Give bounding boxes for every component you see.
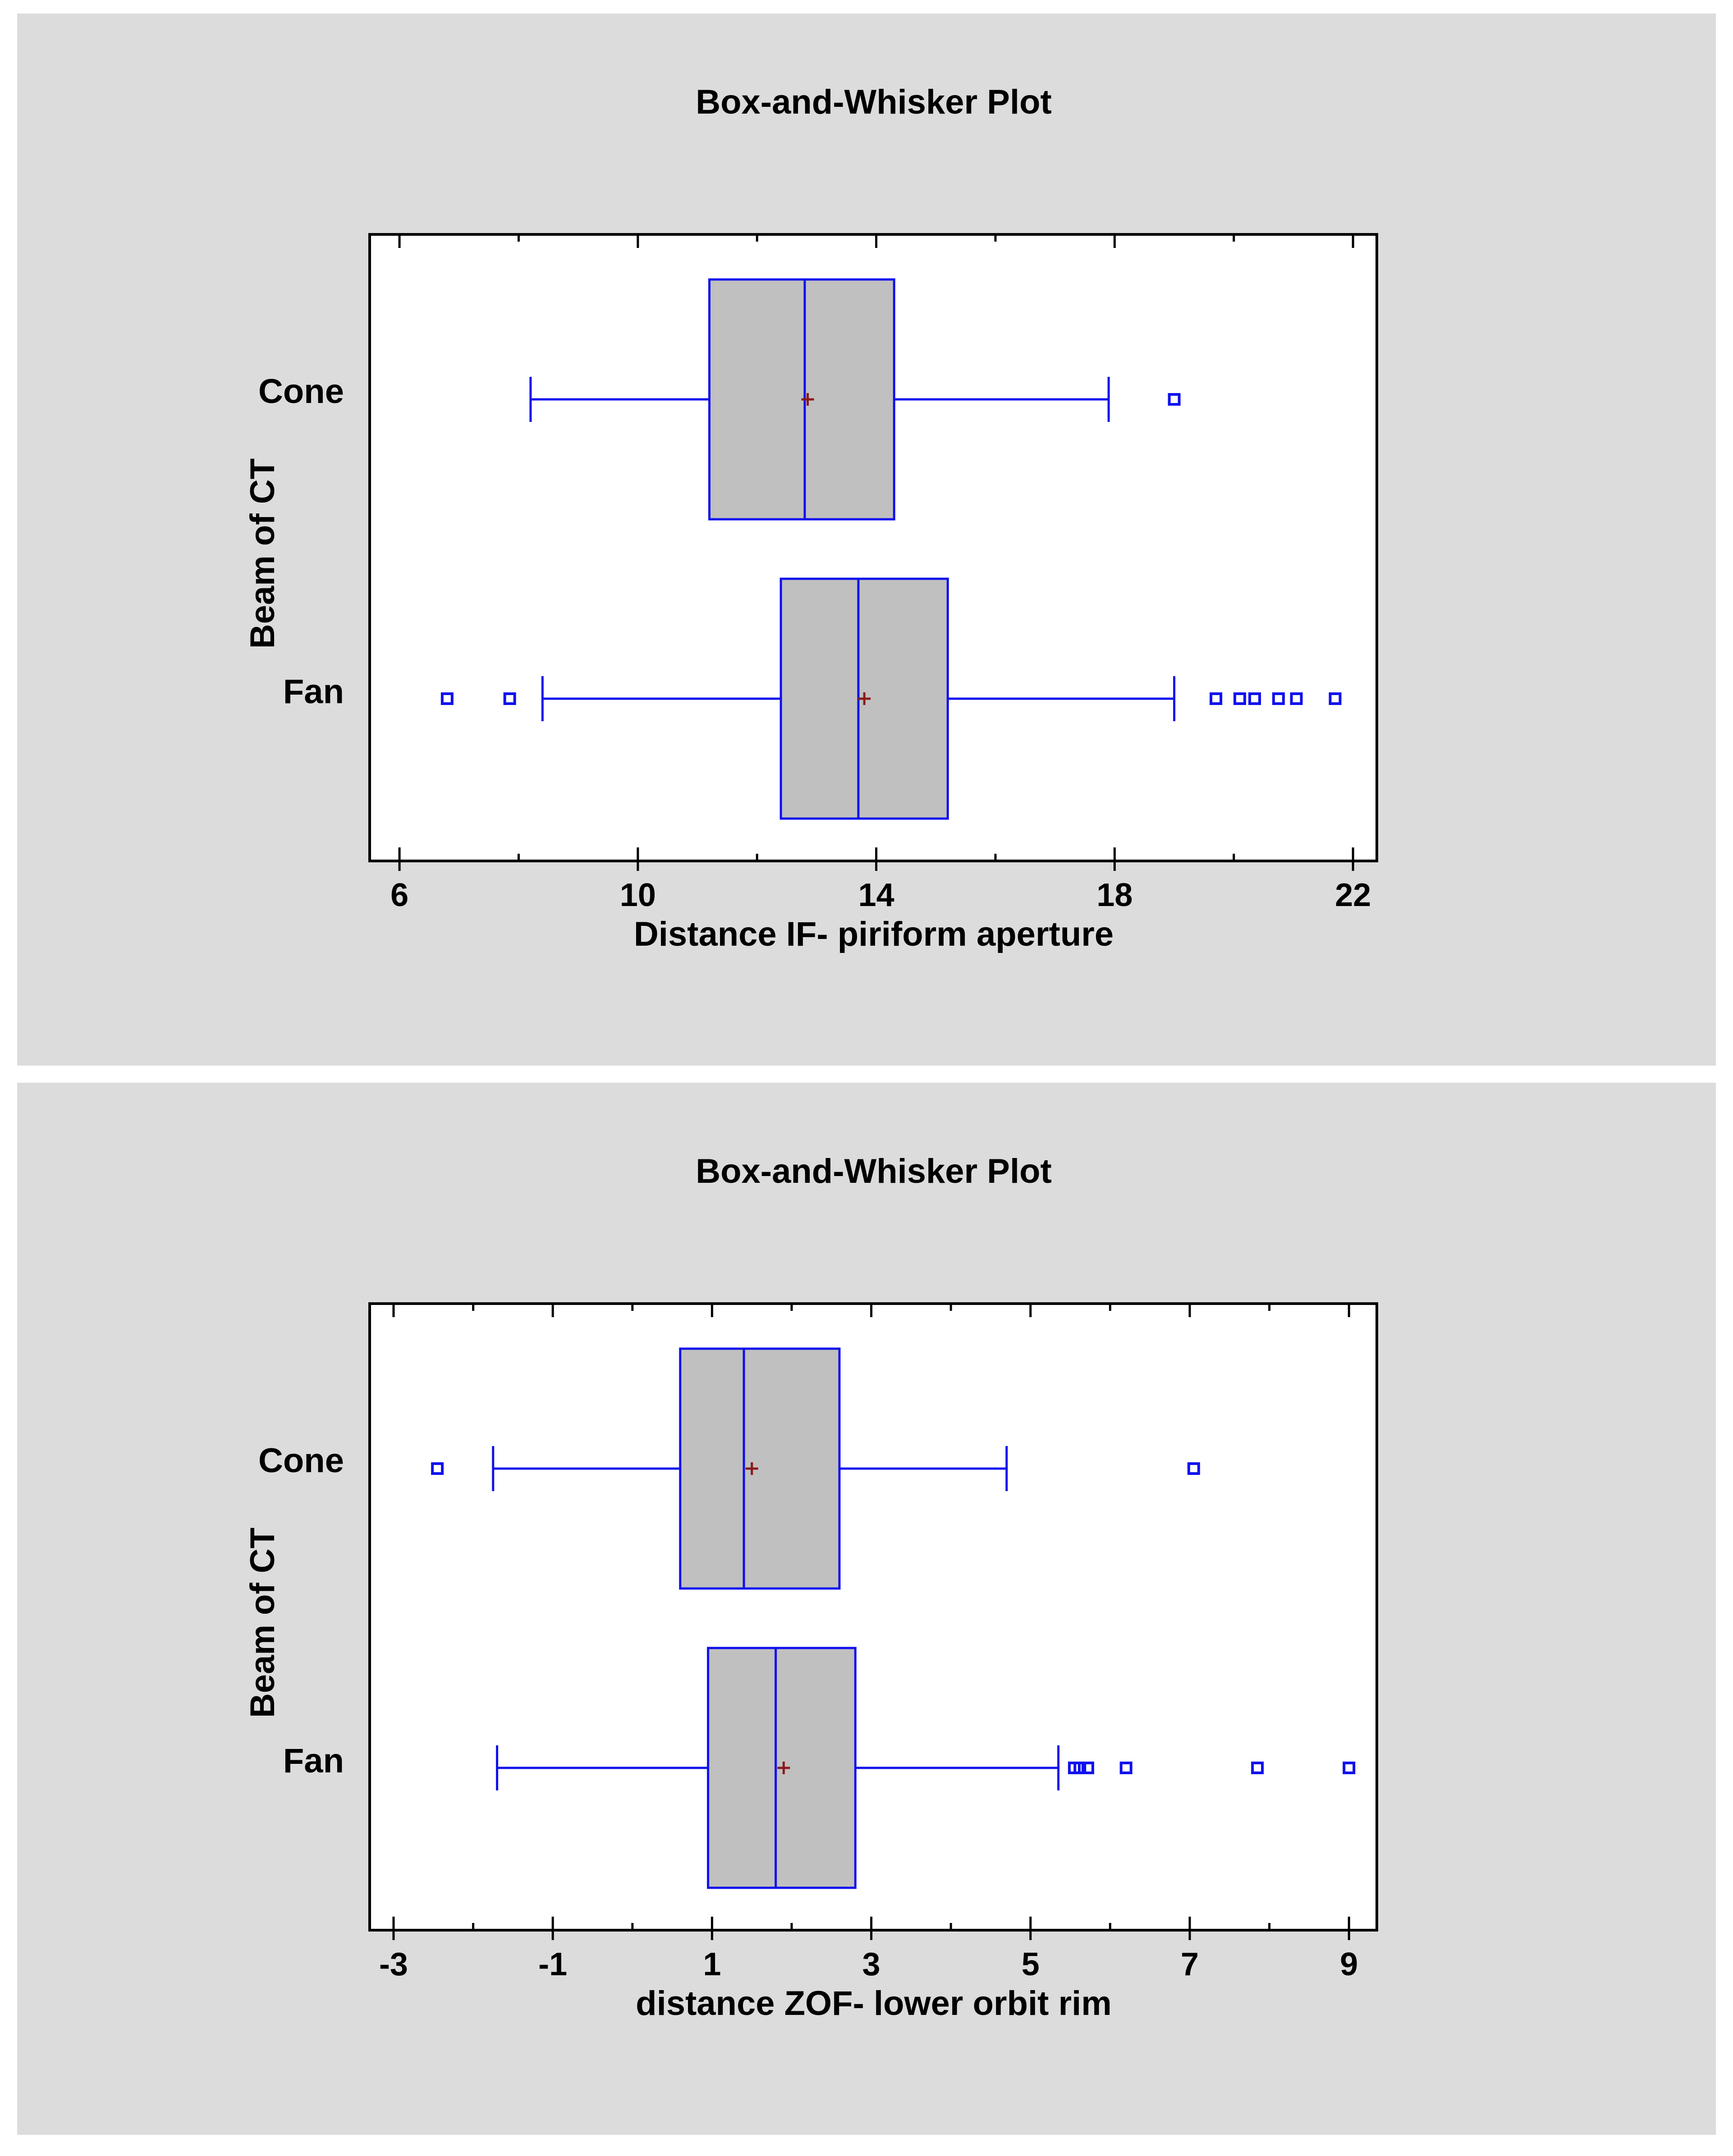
outlier-point (1081, 1762, 1094, 1774)
outlier-point (1168, 393, 1181, 406)
x-tick-label: 9 (1340, 1946, 1358, 1982)
outlier-point (1187, 1462, 1200, 1475)
outlier-point (1251, 1762, 1264, 1774)
category-label-cone: Cone (258, 372, 344, 411)
x-tick-label: 6 (390, 877, 408, 913)
chart-panel-1: Box-and-Whisker Plot Distance IF- pirifo… (17, 14, 1716, 1066)
chart-panel-2: Box-and-Whisker Plot distance ZOF- lower… (17, 1083, 1716, 2135)
category-label-fan: Fan (283, 1742, 344, 1780)
outlier-point (1248, 692, 1261, 705)
x-tick-label: 7 (1181, 1946, 1199, 1982)
x-tick-label: 18 (1096, 877, 1132, 913)
x-axis-label: distance ZOF- lower orbit rim (636, 1984, 1112, 2023)
outlier-point (1343, 1762, 1356, 1774)
chart-title: Box-and-Whisker Plot (696, 1152, 1052, 1190)
category-label-cone: Cone (258, 1442, 344, 1480)
x-tick-label: 10 (620, 877, 656, 913)
x-tick-label: 22 (1335, 877, 1371, 913)
outlier-point (503, 692, 516, 705)
outlier-point (1119, 1762, 1132, 1774)
plot-frame (368, 1302, 1378, 1932)
category-label-fan: Fan (283, 673, 344, 711)
outlier-point (1073, 1762, 1087, 1774)
outlier-point (1272, 692, 1285, 705)
chart-1: Box-and-Whisker Plot Distance IF- pirifo… (243, 83, 1378, 953)
x-tick-label: -3 (379, 1946, 408, 1982)
chart-title: Box-and-Whisker Plot (696, 83, 1052, 121)
iqr-box (779, 577, 949, 820)
x-axis-label: Distance IF- piriform aperture (634, 915, 1114, 953)
x-tick-label: 14 (858, 877, 894, 913)
y-axis-label: Beam of CT (243, 458, 282, 649)
outlier-point (1210, 692, 1223, 705)
outlier-point (440, 692, 454, 705)
plot-frame (368, 233, 1378, 862)
outlier-point (1233, 692, 1246, 705)
y-axis-label: Beam of CT (243, 1528, 282, 1718)
plot-area (370, 1304, 1377, 1930)
outlier-point (1290, 692, 1303, 705)
x-tick-label: -1 (538, 1946, 567, 1982)
iqr-box (679, 1347, 841, 1590)
outlier-point (431, 1462, 444, 1475)
x-tick-label: 3 (862, 1946, 880, 1982)
x-tick-label: 1 (703, 1946, 721, 1982)
outlier-point (1329, 692, 1342, 705)
x-tick-label: 5 (1022, 1946, 1040, 1982)
chart-2: Box-and-Whisker Plot distance ZOF- lower… (243, 1152, 1378, 2023)
